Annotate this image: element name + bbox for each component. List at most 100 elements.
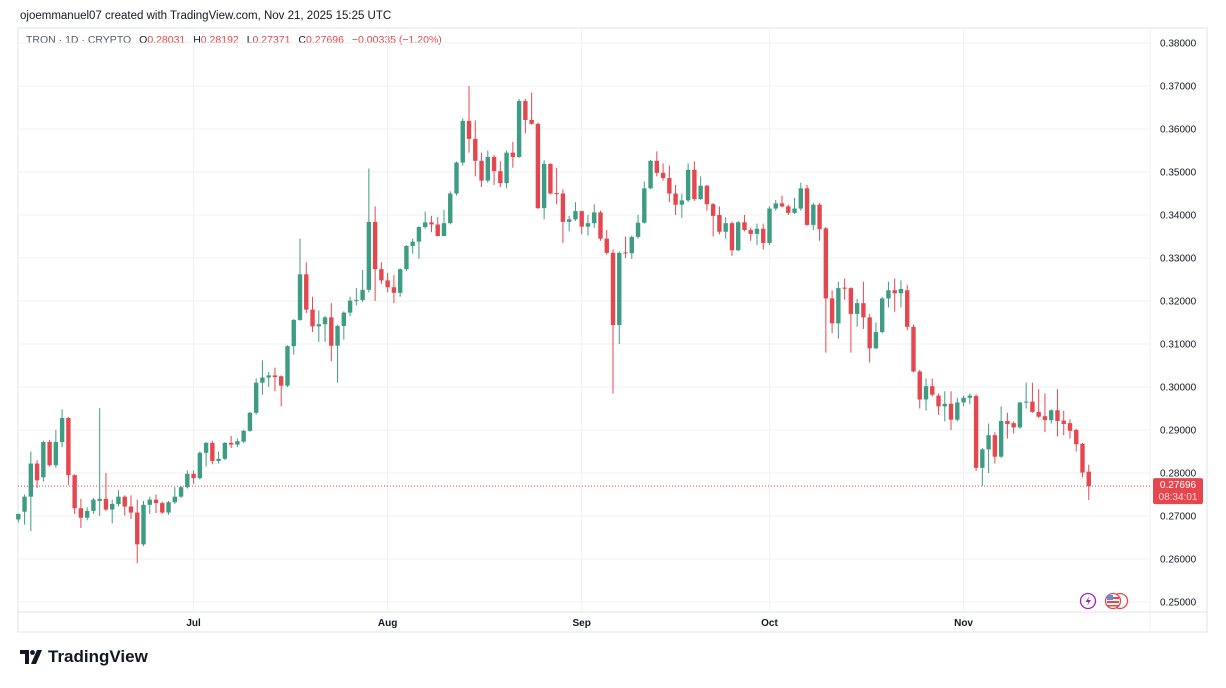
candle-up[interactable] (648, 159, 653, 190)
candle-down[interactable] (1036, 389, 1041, 418)
candle-down[interactable] (861, 281, 866, 329)
candle-up[interactable] (798, 182, 803, 211)
candle-down[interactable] (654, 151, 660, 177)
candle-down[interactable] (429, 215, 434, 233)
candle-down[interactable] (529, 92, 534, 125)
candle-down[interactable] (936, 393, 941, 415)
candle-down[interactable] (491, 154, 497, 185)
candle-down[interactable] (1080, 442, 1085, 478)
candle-down[interactable] (892, 278, 897, 312)
candle-down[interactable] (1067, 419, 1073, 439)
candle-up[interactable] (1023, 382, 1029, 409)
candle-down[interactable] (510, 141, 516, 168)
candle-up[interactable] (585, 215, 591, 236)
candle-up[interactable] (166, 500, 171, 515)
candle-down[interactable] (548, 163, 553, 195)
candle-down[interactable] (992, 432, 998, 464)
candle-up[interactable] (423, 211, 428, 229)
candle-down[interactable] (210, 440, 215, 465)
candle-up[interactable] (316, 310, 321, 342)
candle-down[interactable] (279, 375, 284, 407)
candle-up[interactable] (854, 298, 860, 327)
candle-down[interactable] (817, 202, 822, 241)
candle-up[interactable] (873, 322, 879, 350)
us-flag-icon[interactable] (1104, 592, 1129, 610)
candle-down[interactable] (160, 501, 165, 514)
candle-down[interactable] (1005, 412, 1010, 439)
candle-up[interactable] (879, 296, 885, 334)
candle-up[interactable] (955, 397, 960, 422)
candle-down[interactable] (779, 195, 785, 208)
candle-up[interactable] (347, 296, 353, 317)
candle-up[interactable] (1049, 409, 1054, 424)
candle-up[interactable] (53, 430, 59, 468)
candle-up[interactable] (260, 360, 265, 395)
candle-down[interactable] (579, 210, 584, 235)
candle-down[interactable] (911, 324, 916, 373)
candle-down[interactable] (391, 275, 397, 304)
candle-up[interactable] (898, 280, 904, 308)
candle-up[interactable] (485, 150, 490, 183)
candle-up[interactable] (335, 324, 340, 383)
candle-up[interactable] (147, 496, 152, 514)
lightning-icon[interactable] (1079, 592, 1097, 610)
candle-up[interactable] (516, 98, 522, 158)
candle-down[interactable] (717, 206, 722, 235)
candle-up[interactable] (222, 442, 228, 461)
candle-up[interactable] (886, 281, 891, 308)
candle-up[interactable] (28, 451, 34, 532)
candle-up[interactable] (366, 168, 372, 293)
candle-up[interactable] (592, 204, 597, 228)
candle-down[interactable] (761, 223, 766, 250)
candle-down[interactable] (310, 296, 315, 332)
candle-up[interactable] (448, 191, 453, 225)
candle-up[interactable] (773, 199, 778, 211)
candle-up[interactable] (397, 268, 403, 297)
candle-up[interactable] (59, 409, 65, 448)
candle-up[interactable] (923, 378, 929, 411)
candle-up[interactable] (216, 451, 221, 464)
candle-down[interactable] (272, 367, 278, 392)
candle-up[interactable] (22, 494, 27, 525)
candle-down[interactable] (473, 120, 478, 177)
candle-down[interactable] (742, 215, 747, 232)
candle-down[interactable] (135, 499, 140, 564)
candle-up[interactable] (297, 238, 303, 321)
candle-down[interactable] (153, 494, 159, 513)
candle-up[interactable] (942, 391, 947, 422)
candle-down[interactable] (304, 262, 309, 314)
candle-down[interactable] (372, 206, 378, 301)
candle-down[interactable] (479, 152, 484, 188)
candle-down[interactable] (729, 221, 735, 256)
candle-down[interactable] (560, 189, 566, 243)
candle-down[interactable] (842, 278, 847, 300)
tradingview-logo[interactable]: TradingView (20, 647, 148, 667)
candle-down[interactable] (47, 439, 52, 467)
candle-down[interactable] (329, 303, 334, 362)
candle-down[interactable] (1030, 382, 1035, 413)
candle-up[interactable] (266, 371, 271, 387)
candle-up[interactable] (285, 345, 290, 387)
candle-up[interactable] (986, 423, 991, 473)
candle-down[interactable] (905, 285, 910, 331)
candle-up[interactable] (617, 251, 622, 344)
candle-up[interactable] (767, 206, 772, 246)
candle-up[interactable] (235, 438, 240, 448)
candle-up[interactable] (322, 316, 328, 342)
candle-down[interactable] (379, 262, 384, 284)
candle-down[interactable] (1061, 410, 1066, 436)
candle-up[interactable] (110, 499, 115, 524)
candle-up[interactable] (172, 487, 177, 504)
candle-up[interactable] (629, 235, 634, 259)
candle-down[interactable] (128, 495, 134, 520)
candle-up[interactable] (241, 430, 246, 443)
candle-down[interactable] (848, 287, 854, 353)
candle-up[interactable] (291, 319, 296, 355)
candle-up[interactable] (1017, 402, 1023, 429)
candle-up[interactable] (178, 485, 184, 498)
candle-up[interactable] (141, 500, 146, 547)
candle-up[interactable] (341, 311, 347, 340)
candle-down[interactable] (498, 161, 503, 188)
candle-up[interactable] (573, 202, 578, 222)
